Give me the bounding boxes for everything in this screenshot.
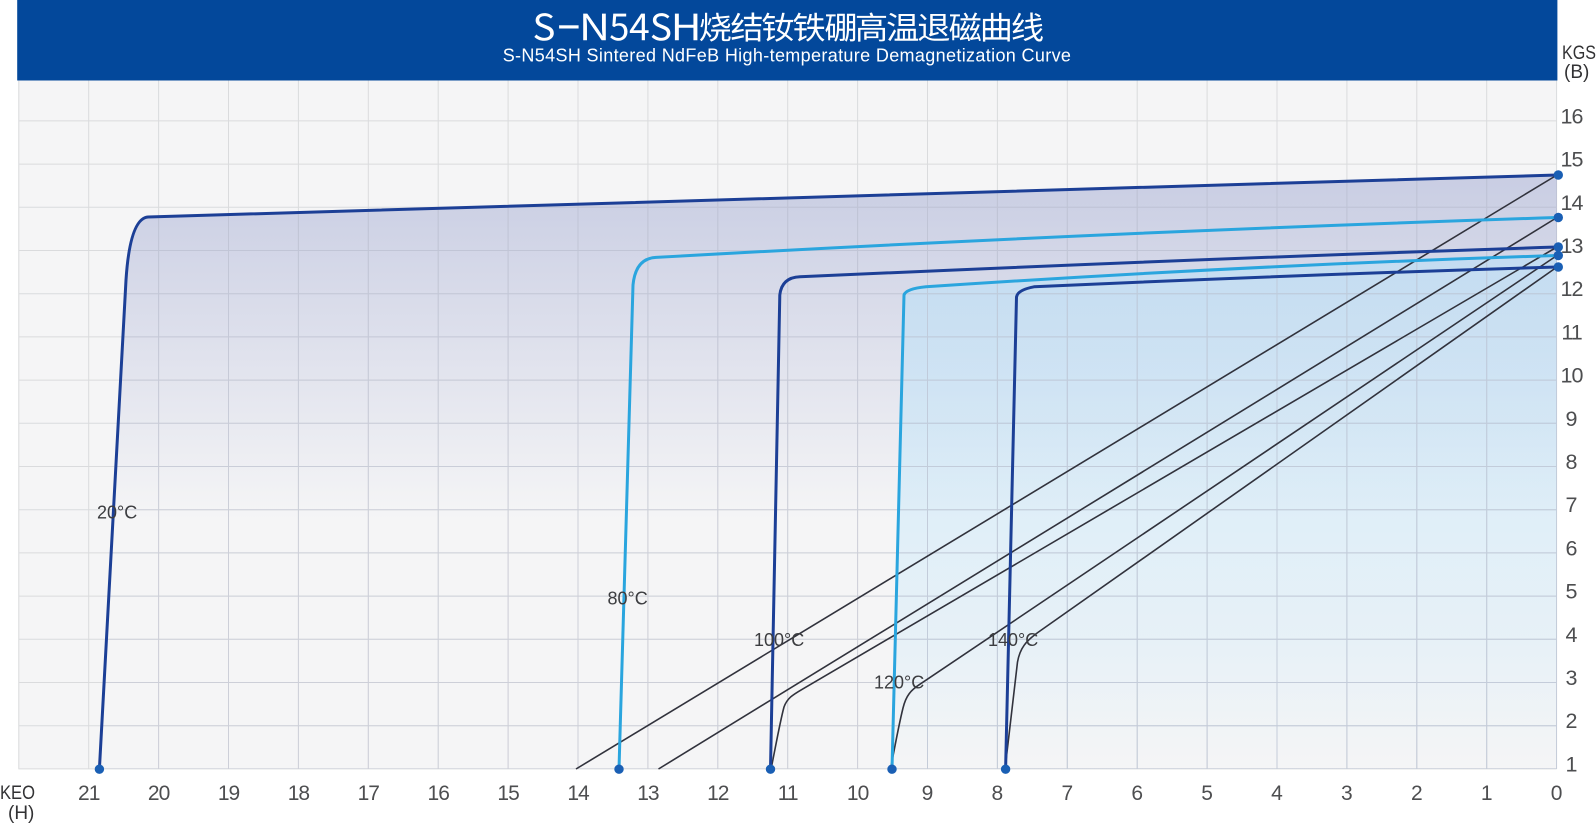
- svg-text:15: 15: [1561, 148, 1584, 172]
- svg-text:100°C: 100°C: [754, 630, 804, 650]
- svg-text:3: 3: [1566, 666, 1578, 690]
- svg-text:120°C: 120°C: [874, 673, 924, 693]
- svg-text:2: 2: [1411, 782, 1423, 805]
- svg-text:KEO: KEO: [0, 783, 35, 804]
- svg-text:0: 0: [1551, 782, 1563, 805]
- svg-text:3: 3: [1341, 782, 1353, 805]
- svg-text:7: 7: [1061, 782, 1073, 805]
- svg-text:8: 8: [1566, 450, 1578, 474]
- svg-text:18: 18: [288, 782, 310, 805]
- svg-text:KGS: KGS: [1562, 43, 1596, 64]
- svg-text:7: 7: [1566, 493, 1578, 517]
- svg-text:5: 5: [1201, 782, 1213, 805]
- svg-text:13: 13: [1561, 234, 1584, 258]
- svg-text:9: 9: [922, 782, 934, 805]
- svg-text:1: 1: [1566, 752, 1578, 776]
- svg-text:16: 16: [428, 782, 450, 805]
- svg-text:19: 19: [218, 782, 240, 805]
- svg-text:2: 2: [1566, 709, 1578, 733]
- svg-text:9: 9: [1566, 407, 1578, 431]
- svg-text:16: 16: [1561, 104, 1584, 128]
- svg-text:10: 10: [847, 782, 869, 805]
- svg-text:(B): (B): [1564, 62, 1589, 83]
- svg-text:5: 5: [1566, 580, 1578, 604]
- svg-text:(H): (H): [8, 803, 34, 824]
- svg-text:6: 6: [1566, 536, 1578, 560]
- svg-text:140°C: 140°C: [988, 630, 1038, 650]
- svg-text:12: 12: [707, 782, 729, 805]
- svg-text:S-N54SH Sintered NdFeB High-te: S-N54SH Sintered NdFeB High-temperature …: [503, 46, 1072, 66]
- svg-text:14: 14: [1561, 191, 1584, 215]
- svg-text:10: 10: [1561, 364, 1584, 388]
- svg-text:12: 12: [1561, 277, 1583, 301]
- svg-text:21: 21: [78, 782, 100, 805]
- svg-text:13: 13: [637, 782, 659, 805]
- svg-text:80°C: 80°C: [608, 589, 648, 609]
- svg-text:4: 4: [1566, 623, 1578, 647]
- svg-text:20°C: 20°C: [97, 503, 137, 523]
- svg-text:1: 1: [1481, 782, 1493, 805]
- svg-text:15: 15: [497, 782, 519, 805]
- svg-text:11: 11: [1561, 320, 1581, 344]
- svg-text:6: 6: [1131, 782, 1143, 805]
- svg-text:14: 14: [567, 782, 590, 805]
- svg-text:17: 17: [358, 782, 380, 805]
- svg-text:20: 20: [148, 782, 170, 805]
- svg-text:4: 4: [1271, 782, 1283, 805]
- svg-text:8: 8: [992, 782, 1004, 805]
- svg-text:11: 11: [778, 782, 798, 805]
